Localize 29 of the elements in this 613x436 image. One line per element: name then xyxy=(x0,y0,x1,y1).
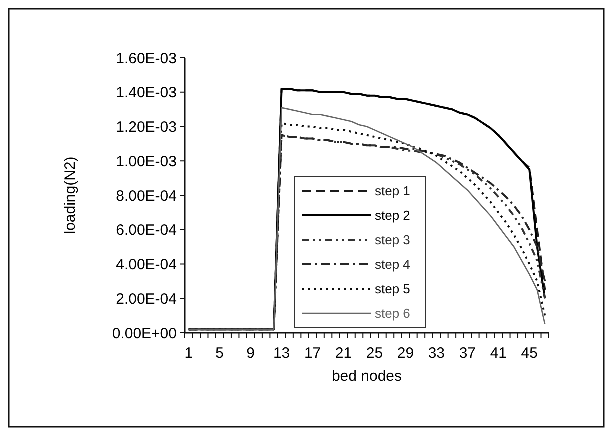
y-tick-label: 8.00E-04 xyxy=(116,188,177,205)
text: step 6 xyxy=(375,306,410,322)
y-tick-label: 1.40E-03 xyxy=(116,84,177,102)
y-axis-title: loading(N2) xyxy=(62,156,79,234)
x-tick-label: 5 xyxy=(216,345,224,362)
y-tick-label: 2.00E-04 xyxy=(116,290,177,308)
text: step 3 xyxy=(375,232,410,248)
y-tick-label: 4.00E-04 xyxy=(116,256,177,274)
text: step 4 xyxy=(375,257,410,272)
x-axis-title: bed nodes xyxy=(332,368,402,385)
x-tick-label: 21 xyxy=(335,345,352,362)
x-tick-label: 29 xyxy=(397,345,414,362)
text: step 2 xyxy=(375,208,410,224)
y-tick-label: 1.60E-03 xyxy=(116,50,177,68)
x-tick-label: 9 xyxy=(246,345,255,362)
text: step 5 xyxy=(375,282,410,297)
x-tick-label: 37 xyxy=(459,345,476,362)
y-tick-label: 1.00E-03 xyxy=(116,153,177,170)
x-tick-label: 41 xyxy=(490,345,508,362)
x-tick-label: 33 xyxy=(428,345,446,362)
x-tick-label: 25 xyxy=(366,345,384,362)
y-tick-label: 6.00E-04 xyxy=(116,222,177,240)
x-tick-label: 17 xyxy=(304,345,322,362)
x-tick-label: 45 xyxy=(521,345,538,362)
x-tick-label: 13 xyxy=(273,345,290,362)
y-tick-label: 0.00E+00 xyxy=(112,325,177,342)
text: step 1 xyxy=(375,184,410,199)
y-tick-label: 1.20E-03 xyxy=(116,119,177,136)
x-tick-label: 1 xyxy=(184,345,194,362)
